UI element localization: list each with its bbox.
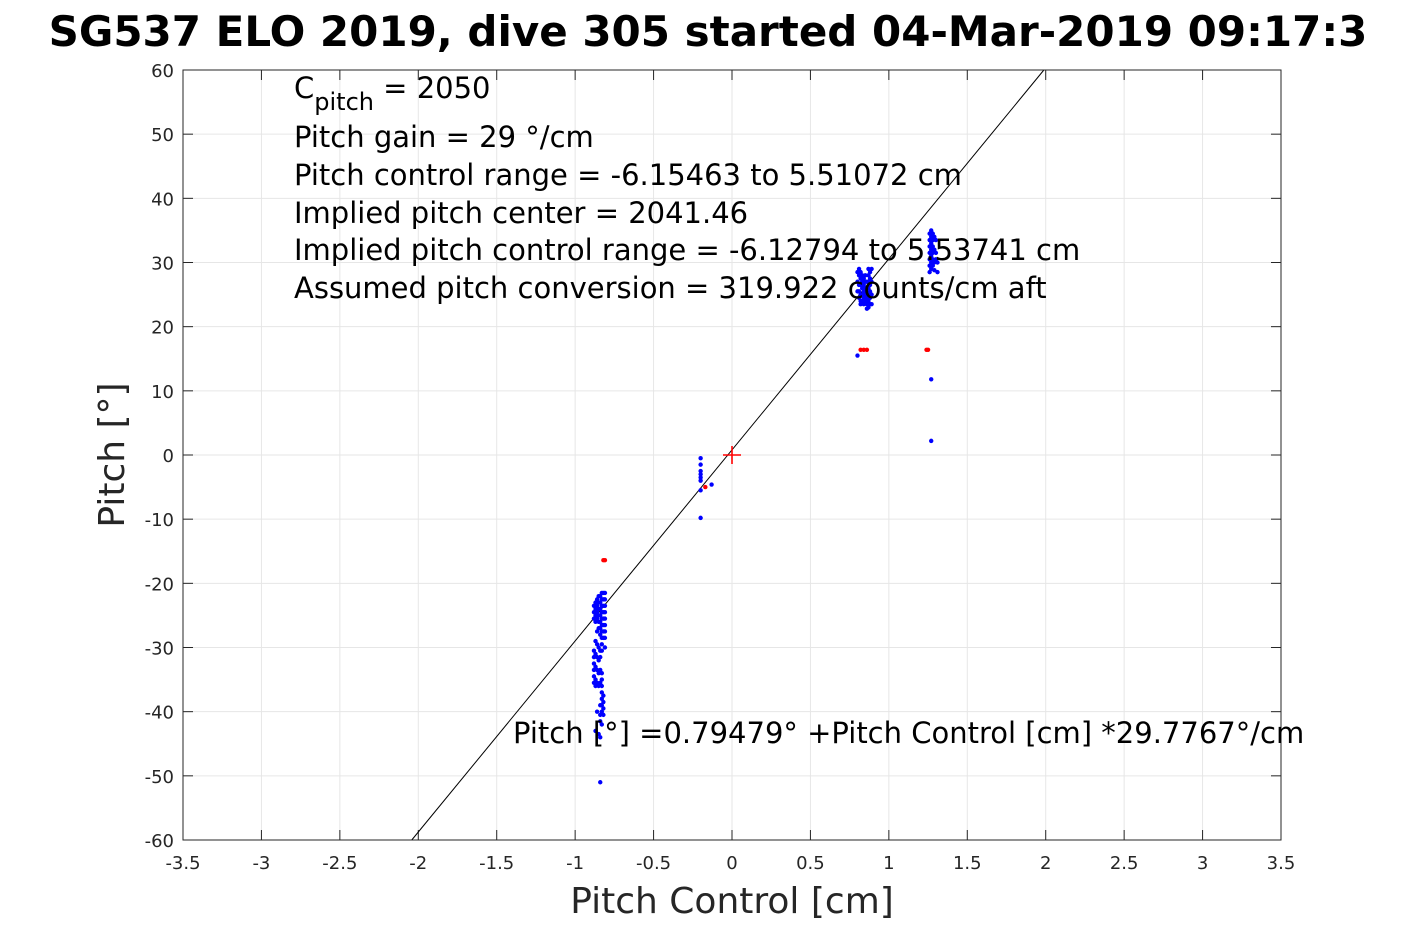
data-point <box>869 302 874 307</box>
data-point <box>601 706 606 711</box>
data-point <box>602 597 608 602</box>
c-pitch-subscript: pitch <box>314 88 374 116</box>
data-point <box>698 515 703 521</box>
x-tick-label: 3.5 <box>1267 853 1296 874</box>
data-point <box>599 722 605 727</box>
y-tick-label: -40 <box>145 703 174 724</box>
y-tick-label: 40 <box>151 189 174 210</box>
data-point <box>601 712 606 718</box>
y-tick-label: 20 <box>151 318 174 339</box>
data-point <box>709 482 714 487</box>
data-point <box>599 648 605 653</box>
data-point <box>698 462 703 467</box>
y-tick-label: -60 <box>145 831 174 852</box>
data-point <box>933 237 939 243</box>
x-tick-label: 1 <box>883 853 894 874</box>
data-point <box>858 347 863 352</box>
x-tick-label: 2.5 <box>1110 853 1139 874</box>
annotation-implied-center: Implied pitch center = 2041.46 <box>294 196 748 230</box>
x-tick-label: 1.5 <box>953 853 982 874</box>
x-tick-label: -3 <box>252 853 270 874</box>
data-point <box>864 347 870 352</box>
x-tick-label: -0.5 <box>636 853 671 874</box>
chart-title: SG537 ELO 2019, dive 305 started 04-Mar-… <box>49 7 1368 56</box>
x-tick-labels: -3.5 -3 -2.5 -2 -1.5 -1 -0.5 0 0.5 1 1.5 2 2.5 3 3.5 <box>165 853 1295 874</box>
data-point <box>602 635 608 641</box>
x-tick-label: -2.5 <box>322 853 357 874</box>
data-point <box>855 353 860 358</box>
y-tick-label: -30 <box>145 639 174 660</box>
data-point <box>698 456 703 461</box>
data-point <box>935 269 940 275</box>
data-point <box>869 279 874 284</box>
data-point <box>601 699 606 705</box>
data-point <box>602 629 608 634</box>
center-marker-layer <box>723 446 741 464</box>
data-point <box>593 728 598 734</box>
data-point <box>599 670 605 676</box>
x-tick-label: 3 <box>1197 853 1208 874</box>
x-tick-label: -2 <box>409 853 427 874</box>
y-tick-label: 0 <box>163 446 174 467</box>
data-point <box>929 438 934 444</box>
data-point <box>698 472 703 477</box>
data-point <box>703 484 708 490</box>
data-point <box>602 603 608 608</box>
data-point <box>925 347 931 352</box>
data-point <box>869 266 874 272</box>
c-pitch-symbol: C <box>294 71 314 105</box>
annotation-implied-range: Implied pitch control range = -6.12794 t… <box>294 233 1080 267</box>
data-point <box>599 642 605 647</box>
x-tick-label: 0 <box>726 853 737 874</box>
data-point <box>594 709 600 714</box>
data-point <box>598 735 603 740</box>
annotation-pitch-conversion: Assumed pitch conversion = 319.922 count… <box>294 271 1047 305</box>
y-tick-label: 50 <box>151 125 174 146</box>
y-tick-label: 60 <box>151 61 174 82</box>
x-axis-label: Pitch Control [cm] <box>570 881 894 922</box>
data-point <box>933 250 939 256</box>
annotation-pitch-control-range: Pitch control range = -6.15463 to 5.5107… <box>294 158 962 192</box>
data-point <box>602 645 608 650</box>
fit-equation-label: Pitch [°] =0.79479° +Pitch Control [cm] … <box>513 716 1304 750</box>
data-point <box>602 610 608 615</box>
data-point <box>935 260 940 265</box>
data-point <box>698 488 703 493</box>
y-axis-label: Pitch [°] <box>92 382 133 527</box>
c-pitch-value: = 2050 <box>374 71 491 105</box>
y-tick-label: -20 <box>145 574 174 595</box>
x-tick-label: -1 <box>566 853 584 874</box>
y-tick-label: -50 <box>145 767 174 788</box>
data-point <box>698 475 703 480</box>
data-point <box>602 590 608 596</box>
plot-frame <box>182 69 1282 841</box>
data-point <box>599 677 605 682</box>
y-tick-label: -10 <box>145 510 174 531</box>
data-point <box>598 654 603 660</box>
data-points <box>591 228 940 785</box>
x-tick-label: -3.5 <box>165 853 200 874</box>
annotation-pitch-gain: Pitch gain = 29 °/cm <box>294 120 594 154</box>
x-tick-label: -1.5 <box>479 853 514 874</box>
data-point <box>863 273 868 278</box>
data-point <box>698 468 703 474</box>
y-tick-label: 30 <box>151 254 174 275</box>
c-pitch-annotation: Cpitch = 2050 <box>294 71 491 116</box>
x-tick-label: 2 <box>1040 853 1051 874</box>
data-point <box>929 377 934 382</box>
data-point <box>869 292 874 297</box>
data-point <box>598 780 603 785</box>
y-tick-label: 10 <box>151 382 174 403</box>
data-point <box>602 616 608 621</box>
x-tick-label: 0.5 <box>796 853 825 874</box>
data-point <box>602 558 608 563</box>
data-point <box>601 693 606 698</box>
data-point <box>602 622 608 628</box>
data-point <box>861 347 866 352</box>
data-point <box>599 683 605 689</box>
data-point <box>698 478 703 483</box>
y-tick-labels: -60 -50 -40 -30 -20 -10 0 10 20 30 40 50 60 <box>145 61 174 852</box>
